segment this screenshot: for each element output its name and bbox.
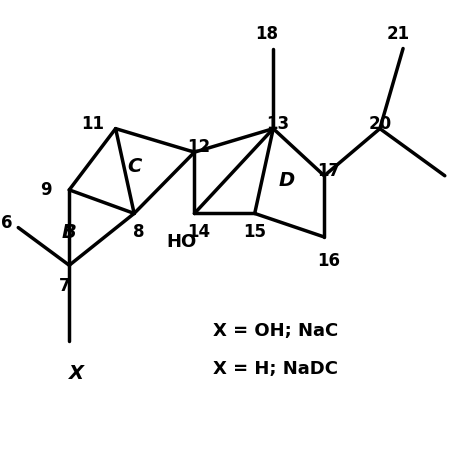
Text: 20: 20	[368, 115, 392, 133]
Text: 6: 6	[1, 214, 12, 232]
Text: 21: 21	[387, 26, 410, 44]
Text: 9: 9	[40, 181, 52, 199]
Text: C: C	[127, 157, 141, 176]
Text: X = H; NaDC: X = H; NaDC	[213, 360, 338, 378]
Text: 13: 13	[266, 115, 290, 133]
Text: HO: HO	[167, 233, 197, 251]
Text: 12: 12	[188, 138, 210, 156]
Text: 16: 16	[318, 252, 340, 270]
Text: D: D	[279, 171, 295, 190]
Text: X = OH; NaC: X = OH; NaC	[213, 322, 338, 340]
Text: 7: 7	[59, 277, 71, 295]
Text: 15: 15	[243, 223, 266, 241]
Text: 11: 11	[81, 115, 104, 133]
Text: 17: 17	[317, 162, 340, 180]
Text: 18: 18	[255, 26, 278, 44]
Text: B: B	[62, 223, 77, 242]
Text: 8: 8	[133, 223, 145, 241]
Text: X: X	[69, 364, 84, 383]
Text: 14: 14	[188, 223, 210, 241]
